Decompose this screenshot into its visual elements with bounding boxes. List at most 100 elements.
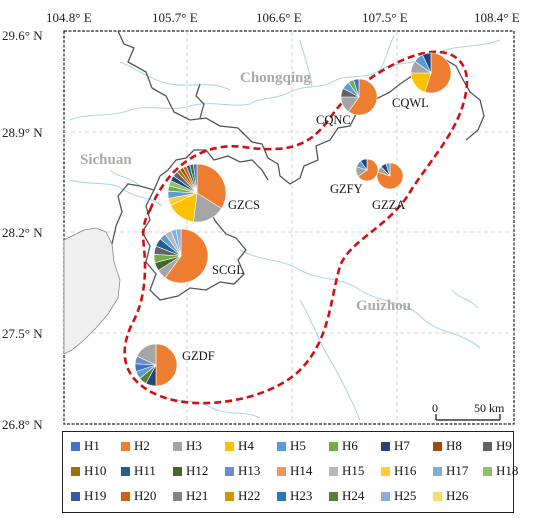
legend-swatch [433, 441, 442, 451]
legend-swatch [225, 491, 234, 501]
legend-item-h16: H16 [381, 461, 416, 481]
site-label-gzcs: GZCS [228, 198, 260, 212]
pie-gzdf [134, 343, 178, 387]
legend-label: H3 [186, 438, 202, 453]
legend-item-h12: H12 [173, 461, 208, 481]
legend-label: H20 [134, 488, 157, 503]
legend-item-h4: H4 [225, 436, 254, 456]
legend-label: H14 [290, 463, 313, 478]
legend-item-h21: H21 [173, 486, 208, 506]
legend-swatch [173, 491, 182, 501]
lon-label-3: 106.6° E [256, 10, 302, 25]
pie-gzza [376, 162, 404, 190]
legend-item-h10: H10 [71, 461, 106, 481]
legend-item-h5: H5 [277, 436, 306, 456]
legend-label: H1 [84, 438, 100, 453]
legend-swatch [173, 466, 182, 476]
legend-swatch [121, 466, 130, 476]
legend-item-h13: H13 [225, 461, 260, 481]
pie-scgl [153, 228, 209, 284]
legend-swatch [173, 441, 182, 451]
lat-label-2: 28.9° N [2, 125, 43, 140]
legend-item-h26: H26 [433, 486, 468, 506]
haplotype-pies [134, 52, 452, 387]
lat-label-4: 27.5° N [2, 326, 43, 341]
legend-label: H8 [446, 438, 462, 453]
scale-end-label: 50 km [474, 401, 505, 415]
haplotype-legend: H1 H2 H3 H4 H5 H6 H7 H8 H9 H10 H11 H12 H13 H14 H15 H16 H… [62, 431, 518, 513]
legend-swatch [433, 466, 442, 476]
legend-label: H5 [290, 438, 306, 453]
legend-item-h1: H1 [71, 436, 100, 456]
legend-swatch [225, 466, 234, 476]
legend-item-h7: H7 [381, 436, 410, 456]
site-label-scgl: SCGL [212, 263, 244, 277]
graticule [64, 31, 514, 424]
legend-label: H2 [134, 438, 150, 453]
legend-swatch [121, 491, 130, 501]
legend-swatch [483, 441, 492, 451]
site-label-gzfy: GZFY [330, 182, 363, 196]
scale-start-label: 0 [432, 401, 438, 415]
legend-label: H10 [84, 463, 107, 478]
pie-cqnc [340, 78, 378, 116]
legend-label: H19 [84, 488, 107, 503]
pie-gzcs [167, 163, 227, 223]
legend-label: H24 [342, 488, 365, 503]
legend-item-h23: H23 [277, 486, 312, 506]
pie-slice-gzza-h5 [385, 162, 391, 177]
legend-swatch [381, 441, 390, 451]
legend-swatch [381, 466, 390, 476]
pie-slice-cqwl-h7 [422, 52, 432, 74]
pie-slice-scgl-h25 [175, 228, 182, 257]
legend-item-h19: H19 [71, 486, 106, 506]
distribution-range [123, 50, 469, 405]
legend-label: H22 [238, 488, 261, 503]
legend-swatch [329, 441, 338, 451]
legend-item-h11: H11 [121, 461, 156, 481]
legend-label: H13 [238, 463, 261, 478]
lat-label-5: 26.8° N [2, 417, 43, 432]
legend-item-h14: H14 [277, 461, 312, 481]
site-label-cqwl: CQWL [392, 96, 429, 110]
pie-slice-gzdf-h3 [136, 343, 157, 366]
pie-slice-gzcs-h1 [193, 163, 198, 194]
legend-swatch [71, 491, 80, 501]
yunnan-area [63, 227, 121, 355]
scale-bar: 0 50 km [432, 401, 505, 421]
legend-swatch [225, 441, 234, 451]
pie-slice-gzdf-h2 [155, 343, 178, 387]
lon-label-5: 108.4° E [474, 10, 520, 25]
legend-label: H26 [446, 488, 469, 503]
legend-item-h3: H3 [173, 436, 202, 456]
legend-label: H9 [496, 438, 512, 453]
legend-swatch [381, 491, 390, 501]
legend-item-h8: H8 [433, 436, 462, 456]
legend-swatch [71, 441, 80, 451]
site-label-gzdf: GZDF [182, 349, 215, 363]
pie-slice-scgl-h2 [164, 228, 209, 284]
pie-cqwl [410, 52, 452, 94]
legend-label: H11 [134, 463, 156, 478]
lon-label-1: 104.8° E [46, 10, 92, 25]
pie-slice-cqwl-h2 [424, 52, 452, 94]
legend-item-h15: H15 [329, 461, 364, 481]
pie-slice-cqnc-h2 [348, 78, 378, 116]
region-label-chongqing: Chongqing [240, 70, 311, 86]
legend-swatch [277, 491, 286, 501]
legend-label: H25 [394, 488, 417, 503]
lat-label-1: 29.6° N [2, 28, 43, 43]
legend-item-h22: H22 [225, 486, 260, 506]
legend-swatch [329, 466, 338, 476]
legend-swatch [329, 491, 338, 501]
legend-swatch [71, 466, 80, 476]
lon-label-4: 107.5° E [362, 10, 408, 25]
legend-label: H6 [342, 438, 358, 453]
legend-swatch [121, 441, 130, 451]
legend-item-h18: H18 [483, 461, 518, 481]
legend-item-h25: H25 [381, 486, 416, 506]
pie-gzfy [355, 158, 379, 182]
lat-label-3: 28.2° N [2, 225, 43, 240]
legend-label: H18 [496, 463, 519, 478]
legend-item-h6: H6 [329, 436, 358, 456]
